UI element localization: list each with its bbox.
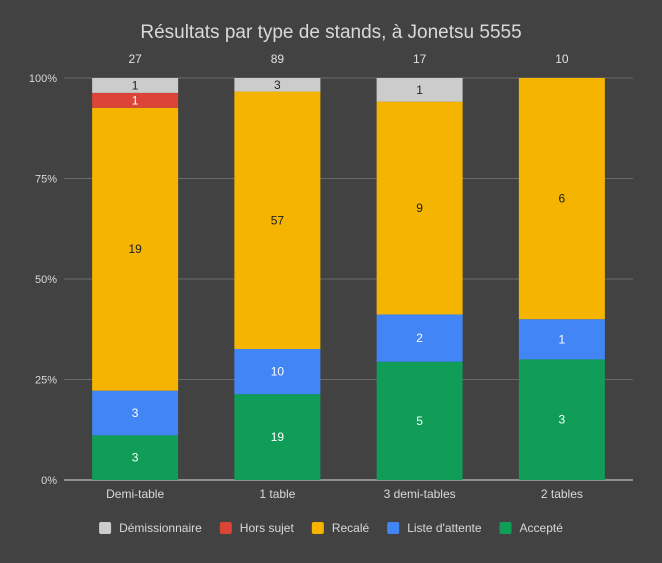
- bar-segment: [234, 349, 321, 395]
- bar-segment: [92, 78, 179, 93]
- data-label: 3: [559, 413, 566, 427]
- y-tick-label: 0%: [41, 475, 57, 487]
- legend-item: Démissionnaire: [99, 521, 202, 535]
- bar-segment: [92, 390, 179, 436]
- legend-item: Recalé: [311, 521, 370, 535]
- legend-label: Accepté: [520, 521, 564, 535]
- x-axis-ticks: Demi-table 1 table 3 demi-tables 2 tables: [106, 487, 583, 501]
- legend-label: Recalé: [332, 521, 370, 535]
- total-label: 10: [555, 52, 569, 66]
- bar-segment: [518, 319, 605, 360]
- legend-item: Accepté: [499, 521, 564, 535]
- legend: Démissionnaire Hors sujet Recalé Liste d'at…: [99, 521, 563, 535]
- bar-segment: [376, 78, 463, 102]
- bar-segment: [234, 394, 321, 480]
- data-label: 3: [132, 451, 139, 465]
- y-tick-label: 75%: [35, 174, 57, 186]
- bar-segment: [518, 78, 605, 320]
- data-label: 6: [559, 192, 566, 206]
- y-tick-label: 50%: [35, 274, 57, 286]
- data-label: 1: [416, 83, 423, 97]
- data-label: 9: [416, 201, 423, 215]
- bar-segment: [376, 101, 463, 315]
- legend-swatch: [387, 522, 400, 534]
- data-label: 1: [132, 93, 139, 107]
- data-label: 3: [274, 78, 281, 92]
- y-tick-label: 100%: [29, 73, 57, 85]
- total-label: 27: [128, 52, 142, 66]
- data-label: 2: [416, 331, 423, 345]
- total-labels: 27 89 17 10: [128, 52, 568, 66]
- data-label: 1: [559, 332, 566, 346]
- legend-label: Hors sujet: [240, 521, 295, 535]
- legend-swatch: [311, 522, 324, 534]
- bar-segment: [234, 78, 321, 92]
- data-label: 19: [271, 430, 285, 444]
- legend-label: Démissionnaire: [119, 521, 202, 535]
- bar-segment: [376, 314, 463, 362]
- bar-segment: [92, 92, 179, 108]
- legend-item: Liste d'attente: [387, 521, 482, 535]
- x-tick-label: Demi-table: [106, 487, 164, 501]
- legend-item: Hors sujet: [219, 521, 295, 535]
- legend-label: Liste d'attente: [407, 521, 482, 535]
- data-label: 5: [416, 414, 423, 428]
- total-label: 89: [271, 52, 285, 66]
- bar-segment: [234, 91, 321, 350]
- legend-swatch: [219, 522, 232, 534]
- data-label: 3: [132, 406, 139, 420]
- bar-segment: [92, 107, 179, 391]
- legend-swatch: [99, 522, 112, 534]
- data-label: 10: [271, 365, 285, 379]
- bar-segment: [92, 435, 179, 480]
- data-label: 1: [132, 78, 139, 92]
- chart-title: Résultats par type de stands, à Jonetsu …: [140, 22, 521, 43]
- y-tick-label: 25%: [35, 375, 57, 387]
- bar-segment: [518, 359, 605, 480]
- x-tick-label: 3 demi-tables: [384, 487, 456, 501]
- x-tick-label: 2 tables: [541, 487, 583, 501]
- data-label: 19: [128, 242, 142, 256]
- legend-swatch: [499, 522, 512, 534]
- x-tick-label: 1 table: [259, 487, 295, 501]
- data-label: 57: [271, 213, 285, 227]
- y-axis-ticks: 0% 25% 50% 75% 100%: [29, 73, 57, 487]
- total-label: 17: [413, 52, 427, 66]
- bar-segment: [376, 361, 463, 480]
